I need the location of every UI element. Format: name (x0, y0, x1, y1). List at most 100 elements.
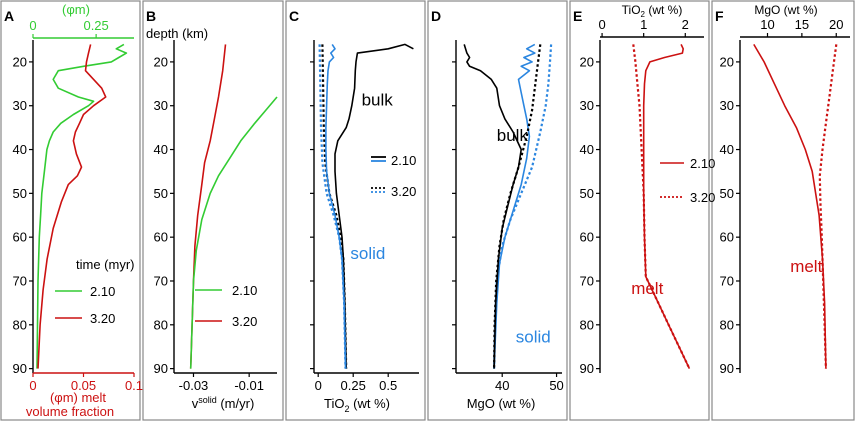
panel-d-x-tick-label: 50 (549, 378, 563, 393)
panel-e-depth-tick-label: 30 (580, 98, 594, 113)
panel-f-depth-tick-label: 50 (720, 186, 734, 201)
b-legend-label-green: 2.10 (232, 283, 257, 298)
panel-f-series-line (753, 43, 827, 369)
a-bottom-axis-label-1: (φm) melt (50, 390, 106, 405)
c-xlabel-main: TiO (324, 396, 344, 411)
panel-c-x-tick-label: 0 (315, 378, 322, 393)
f-top-label: MgO (wt %) (754, 3, 817, 17)
panel-b-x-tick-label: -0.01 (234, 378, 264, 393)
panel-a-x-tick-label: 0 (29, 378, 36, 393)
panel-c-series-line (318, 44, 347, 369)
panel-a-top-tick-label: 0.25 (83, 18, 108, 33)
panel-frame-e (569, 0, 710, 421)
panel-c-annotation: bulk (362, 91, 394, 110)
panel-c-series-line (334, 43, 414, 369)
a-legend-label-green: 2.10 (90, 284, 115, 299)
panel-c-x-tick-label: 0.5 (379, 378, 397, 393)
panel-c-annotation: solid (350, 244, 385, 263)
c-legend-label-dotted: 3.20 (391, 184, 416, 199)
panel-f-annotation: melt (790, 257, 822, 276)
panel-f-series-line (818, 44, 838, 369)
panel-e-depth-tick-label: 60 (580, 230, 594, 245)
panel-e-depth-tick-label: 50 (580, 186, 594, 201)
c-xlabel-sub: 2 (345, 404, 350, 414)
panel-a-depth-tick-label: 50 (13, 186, 27, 201)
panel-b-depth-tick-label: 60 (154, 230, 168, 245)
panel-frame-d (427, 0, 568, 421)
panel-b-x-tick-label: -0.03 (179, 378, 209, 393)
panel-e-depth-tick-label: 90 (580, 361, 594, 376)
c-xlabel: TiO2 (wt %) (324, 396, 390, 414)
a-legend-label-red: 3.20 (90, 311, 115, 326)
panel-e-depth-tick-label: 70 (580, 273, 594, 288)
panel-a-depth-tick-label: 90 (13, 361, 27, 376)
panel-c-series-line (321, 44, 348, 369)
panel-b-series-line (189, 96, 278, 369)
panel-letter-e: E (573, 8, 582, 24)
b-legend-label-red: 3.20 (232, 314, 257, 329)
b-xlabel-v: v (192, 396, 199, 411)
panel-frame-f (711, 0, 855, 421)
panel-a-depth-tick-label: 60 (13, 230, 27, 245)
b-xlabel: vsolid (m/yr) (192, 395, 255, 411)
panel-frame-a (0, 0, 141, 421)
a-legend-title: time (myr) (76, 257, 135, 272)
panel-c-x-tick-label: 0.25 (341, 378, 366, 393)
panel-f-depth-tick-label: 20 (720, 54, 734, 69)
panel-d-series-line (493, 43, 536, 369)
panel-b-depth-tick-label: 80 (154, 317, 168, 332)
panel-f-depth-tick-label: 60 (720, 230, 734, 245)
panel-b-depth-tick-label: 90 (154, 361, 168, 376)
panel-b-depth-tick-label: 40 (154, 142, 168, 157)
panel-e-top-tick-label: 1 (640, 17, 647, 32)
panel-a-depth-tick-label: 30 (13, 98, 27, 113)
panel-e-top-tick-label: 0 (598, 17, 605, 32)
panel-f-depth-tick-label: 40 (720, 142, 734, 157)
panel-b-depth-tick-label: 50 (154, 186, 168, 201)
panel-a-top-tick-label: 0 (29, 18, 36, 33)
panel-b-depth-tick-label: 20 (154, 54, 168, 69)
panel-f-top-tick-label: 10 (760, 17, 774, 32)
panel-d-annotation: bulk (497, 126, 529, 145)
b-xlabel-sup: solid (198, 395, 217, 405)
panel-frame-b (142, 0, 284, 421)
panel-d-series-line (493, 44, 542, 369)
panel-a-depth-tick-label: 40 (13, 142, 27, 157)
panel-a-depth-tick-label: 80 (13, 317, 27, 332)
panel-frame-c (285, 0, 426, 421)
e-top-label-main: TiO (622, 3, 641, 17)
panel-e-top-tick-label: 2 (682, 17, 689, 32)
panel-e-annotation: melt (631, 279, 663, 298)
panel-e-series-line (632, 44, 691, 370)
panel-a-series-line (37, 44, 107, 369)
panel-d-annotation: solid (516, 327, 551, 346)
panel-d-x-tick-label: 40 (495, 378, 509, 393)
panel-f-depth-tick-label: 30 (720, 98, 734, 113)
c-xlabel-unit: (wt %) (350, 396, 390, 411)
e-top-label-unit: (wt %) (645, 3, 682, 17)
panel-b-series-line (189, 44, 227, 369)
panel-d-series-line (463, 44, 522, 369)
panel-e-depth-tick-label: 80 (580, 317, 594, 332)
panel-letter-b: B (146, 8, 156, 24)
a-bottom-axis-label-2: volume fraction (26, 404, 114, 419)
b-xlabel-unit: (m/yr) (217, 396, 255, 411)
panel-b-depth-tick-label: 30 (154, 98, 168, 113)
panel-letter-f: F (715, 8, 724, 24)
panel-f-depth-tick-label: 90 (720, 361, 734, 376)
panel-letter-c: C (289, 8, 299, 24)
panel-a-series-line (36, 43, 128, 369)
panel-a-x-tick-label: 0.1 (125, 378, 143, 393)
e-top-label: TiO2 (wt %) (622, 3, 683, 19)
panel-a-x-tick-label: 0.05 (71, 378, 96, 393)
panel-f-top-tick-label: 20 (829, 17, 843, 32)
panel-a-depth-tick-label: 70 (13, 273, 27, 288)
panel-c-series-line (325, 43, 347, 369)
b-depth-title: depth (km) (146, 26, 208, 41)
panel-letter-a: A (4, 8, 14, 24)
d-xlabel: MgO (wt %) (467, 396, 536, 411)
panel-f-depth-tick-label: 80 (720, 317, 734, 332)
panel-a-depth-tick-label: 20 (13, 54, 27, 69)
